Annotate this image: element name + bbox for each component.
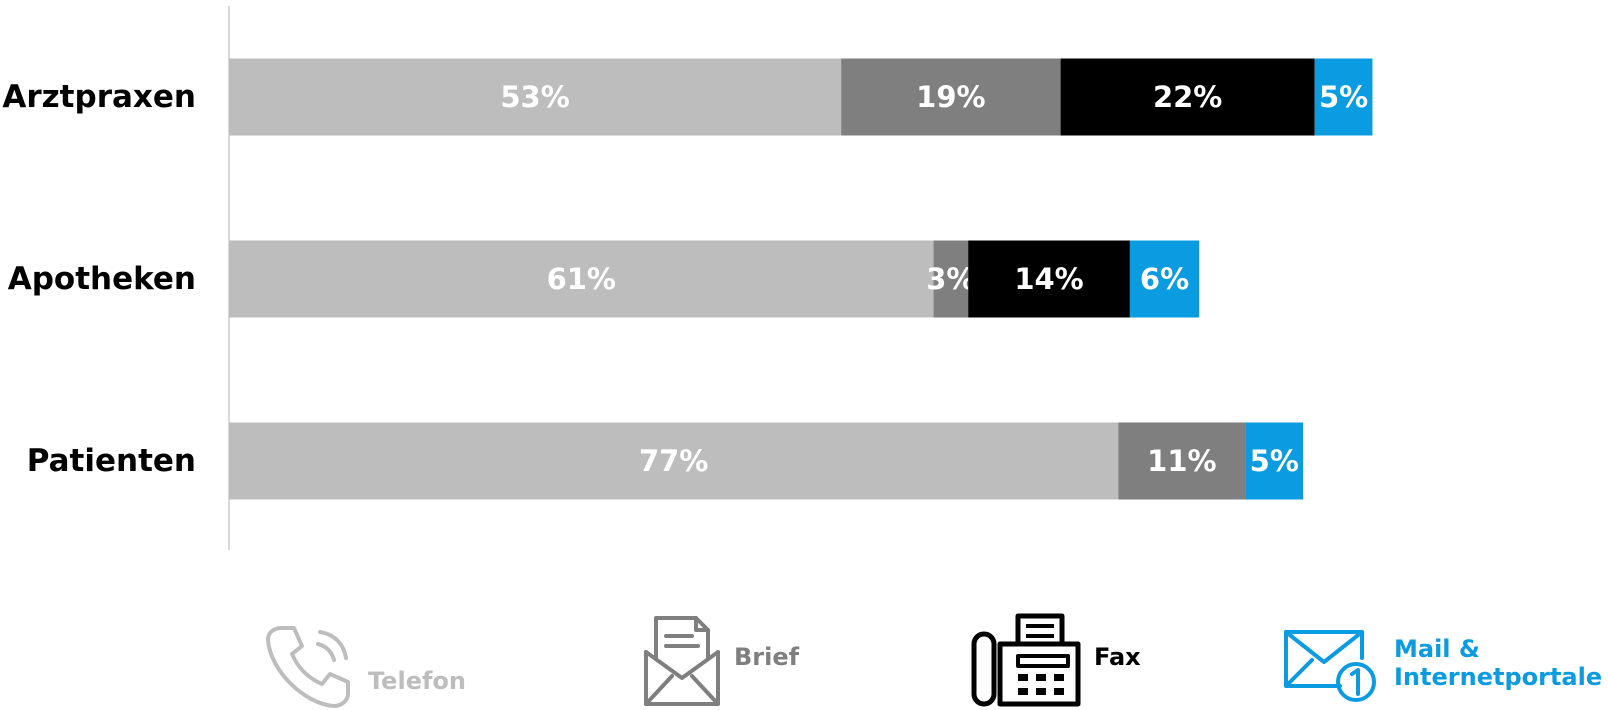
- data-label-arztpraxen-mail-internetportale: 5%: [1319, 80, 1368, 114]
- bar-apotheken-brief: [933, 240, 969, 318]
- legend-label: Telefon: [368, 667, 466, 696]
- legend-label: Fax: [1094, 643, 1141, 672]
- legend-item-brief: Brief: [642, 612, 799, 708]
- category-label-apotheken: Apotheken: [8, 261, 196, 297]
- data-label-apotheken-brief: 3%: [926, 262, 975, 296]
- bar-apotheken-mail-internetportale: [1129, 240, 1200, 318]
- data-label-arztpraxen-fax: 22%: [1153, 80, 1222, 114]
- bar-arztpraxen-brief: [841, 58, 1061, 136]
- bar-patienten-telefon: [229, 422, 1119, 500]
- category-label-arztpraxen: Arztpraxen: [2, 79, 196, 115]
- data-label-arztpraxen-brief: 19%: [916, 80, 985, 114]
- data-label-patienten-mail-internetportale: 5%: [1250, 444, 1299, 478]
- bar-patienten-brief: [1118, 422, 1246, 500]
- bars-group: Arztpraxen 53% 19% 22% 5% Apotheken 61% 3% 14% 6%…: [2, 58, 1373, 500]
- data-label-apotheken-mail-internetportale: 6%: [1140, 262, 1189, 296]
- mail-icon: [1284, 630, 1376, 702]
- data-label-apotheken-telefon: 61%: [547, 262, 616, 296]
- data-label-patienten-brief: 11%: [1147, 444, 1216, 478]
- bar-arztpraxen-telefon: [229, 58, 842, 136]
- legend-label: Mail & Internetportale: [1394, 635, 1603, 691]
- legend-item-telefon: Telefon: [264, 622, 466, 710]
- bar-apotheken-telefon: [229, 240, 934, 318]
- letter-icon: [644, 616, 720, 706]
- legend-label: Brief: [734, 643, 800, 672]
- data-label-arztpraxen-telefon: 53%: [500, 80, 569, 114]
- legend-item-mail: Mail & Internetportale: [1282, 628, 1602, 708]
- legend-item-fax: Fax: [970, 612, 1141, 708]
- bar-patienten-mail-internetportale: [1245, 422, 1304, 500]
- bar-arztpraxen-fax: [1060, 58, 1315, 136]
- data-label-apotheken-fax: 14%: [1014, 262, 1083, 296]
- category-label-patienten: Patienten: [27, 443, 196, 479]
- phone-icon: [266, 626, 350, 708]
- fax-icon: [971, 613, 1081, 707]
- data-label-patienten-telefon: 77%: [639, 444, 708, 478]
- bar-arztpraxen-mail-internetportale: [1314, 58, 1373, 136]
- bar-apotheken-fax: [968, 240, 1130, 318]
